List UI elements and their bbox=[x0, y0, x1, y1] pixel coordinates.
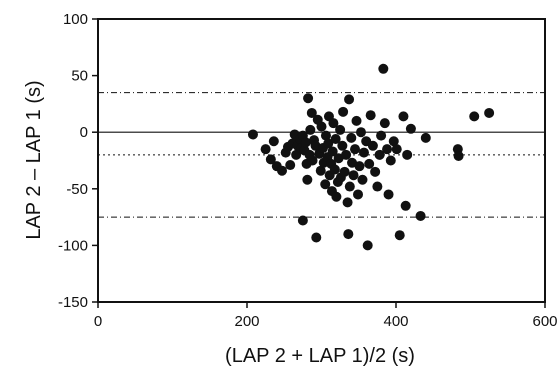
data-point bbox=[341, 149, 352, 160]
data-point bbox=[357, 174, 368, 185]
x-tick-label: 0 bbox=[94, 313, 102, 330]
data-point bbox=[265, 154, 276, 165]
data-point bbox=[285, 160, 296, 171]
data-point bbox=[415, 210, 426, 221]
data-point bbox=[398, 111, 409, 122]
data-point bbox=[335, 124, 346, 135]
data-point bbox=[311, 232, 322, 243]
y-tick-label: 0 bbox=[80, 124, 88, 141]
x-tick-label: 600 bbox=[532, 313, 557, 330]
data-point bbox=[247, 129, 258, 140]
data-point bbox=[351, 115, 362, 126]
data-point bbox=[402, 149, 413, 160]
data-point bbox=[302, 174, 313, 185]
data-point bbox=[365, 110, 376, 121]
data-point bbox=[339, 166, 350, 177]
data-point bbox=[391, 144, 402, 155]
data-point bbox=[358, 147, 369, 158]
x-tick-label: 400 bbox=[383, 313, 408, 330]
plot-frame bbox=[97, 18, 546, 303]
data-point bbox=[348, 170, 359, 181]
x-tick-label: 200 bbox=[234, 313, 259, 330]
x-axis-label: (LAP 2 + LAP 1)/2 (s) bbox=[225, 345, 415, 367]
data-point bbox=[388, 136, 399, 147]
data-point bbox=[453, 150, 464, 161]
data-point bbox=[354, 161, 365, 172]
data-point bbox=[376, 130, 387, 141]
data-point bbox=[306, 107, 317, 118]
data-point bbox=[291, 149, 302, 160]
data-point bbox=[379, 118, 390, 129]
data-point bbox=[364, 158, 375, 169]
data-point bbox=[378, 63, 389, 74]
data-point bbox=[353, 189, 364, 200]
data-point bbox=[323, 138, 334, 149]
data-point bbox=[343, 229, 354, 240]
data-points bbox=[247, 63, 495, 251]
data-point bbox=[347, 157, 358, 168]
data-point bbox=[337, 140, 348, 151]
data-point bbox=[327, 146, 338, 157]
data-point bbox=[344, 94, 355, 105]
data-point bbox=[338, 106, 349, 117]
data-point bbox=[355, 127, 366, 138]
data-point bbox=[370, 166, 381, 177]
y-axis-label: LAP 2 – LAP 1 (s) bbox=[23, 80, 45, 239]
x-axis-ticks: 0 200 400 600 bbox=[94, 302, 558, 330]
reference-lines bbox=[98, 92, 545, 218]
data-point bbox=[362, 240, 373, 251]
data-point bbox=[333, 153, 344, 164]
data-point bbox=[394, 230, 405, 241]
data-point bbox=[383, 189, 394, 200]
data-point bbox=[297, 215, 308, 226]
data-point bbox=[268, 136, 279, 147]
y-axis-ticks: -150 -100 -50 0 50 100 bbox=[58, 11, 98, 311]
data-point bbox=[374, 149, 385, 160]
data-point bbox=[484, 107, 495, 118]
data-point bbox=[342, 197, 353, 208]
data-point bbox=[330, 133, 341, 144]
data-point bbox=[316, 121, 327, 132]
data-point bbox=[260, 144, 271, 155]
data-point bbox=[367, 140, 378, 151]
data-point bbox=[307, 155, 318, 166]
data-point bbox=[300, 137, 311, 148]
data-point bbox=[400, 200, 411, 211]
data-point bbox=[320, 179, 331, 190]
data-point bbox=[420, 132, 431, 143]
data-point bbox=[405, 123, 416, 134]
data-point bbox=[350, 144, 361, 155]
data-point bbox=[305, 124, 316, 135]
data-point bbox=[344, 181, 355, 192]
data-point bbox=[372, 181, 383, 192]
data-point bbox=[277, 165, 288, 176]
data-point bbox=[315, 165, 326, 176]
data-point bbox=[329, 164, 340, 175]
data-point bbox=[331, 191, 342, 202]
data-point bbox=[303, 93, 314, 104]
data-point bbox=[346, 132, 357, 143]
data-point bbox=[469, 111, 480, 122]
y-tick-label: -100 bbox=[58, 237, 88, 254]
y-tick-label: 50 bbox=[71, 68, 88, 85]
data-point bbox=[385, 155, 396, 166]
y-tick-label: 100 bbox=[63, 11, 88, 28]
y-tick-label: -150 bbox=[58, 294, 88, 311]
data-point bbox=[382, 144, 393, 155]
data-point bbox=[328, 118, 339, 129]
data-point bbox=[320, 130, 331, 141]
y-tick-label: -50 bbox=[66, 181, 88, 198]
